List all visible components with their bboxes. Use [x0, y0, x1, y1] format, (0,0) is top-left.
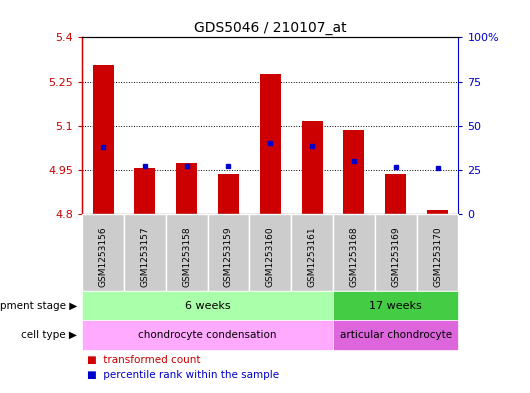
Text: GSM1253168: GSM1253168 [349, 226, 358, 287]
Text: GSM1253170: GSM1253170 [433, 226, 442, 287]
Text: 17 weeks: 17 weeks [369, 301, 422, 310]
Text: cell type ▶: cell type ▶ [21, 330, 77, 340]
Bar [176, 163, 197, 214]
Text: GSM1253158: GSM1253158 [182, 226, 191, 287]
Title: GDS5046 / 210107_at: GDS5046 / 210107_at [194, 21, 347, 35]
Text: GSM1253156: GSM1253156 [99, 226, 108, 287]
Bar [218, 174, 239, 214]
Text: GSM1253169: GSM1253169 [391, 226, 400, 287]
Text: development stage ▶: development stage ▶ [0, 301, 77, 310]
Text: ■  percentile rank within the sample: ■ percentile rank within the sample [87, 369, 280, 380]
Bar [343, 130, 364, 214]
Bar [302, 121, 323, 214]
Bar [427, 210, 448, 214]
Text: GSM1253161: GSM1253161 [307, 226, 316, 287]
Bar [135, 169, 155, 214]
Text: GSM1253157: GSM1253157 [140, 226, 149, 287]
Text: GSM1253160: GSM1253160 [266, 226, 275, 287]
Bar [385, 174, 406, 214]
Text: articular chondrocyte: articular chondrocyte [340, 330, 452, 340]
Text: 6 weeks: 6 weeks [185, 301, 231, 310]
Text: chondrocyte condensation: chondrocyte condensation [138, 330, 277, 340]
Text: ■  transformed count: ■ transformed count [87, 354, 201, 365]
Bar [93, 65, 113, 214]
Bar [260, 74, 281, 214]
Text: GSM1253159: GSM1253159 [224, 226, 233, 287]
